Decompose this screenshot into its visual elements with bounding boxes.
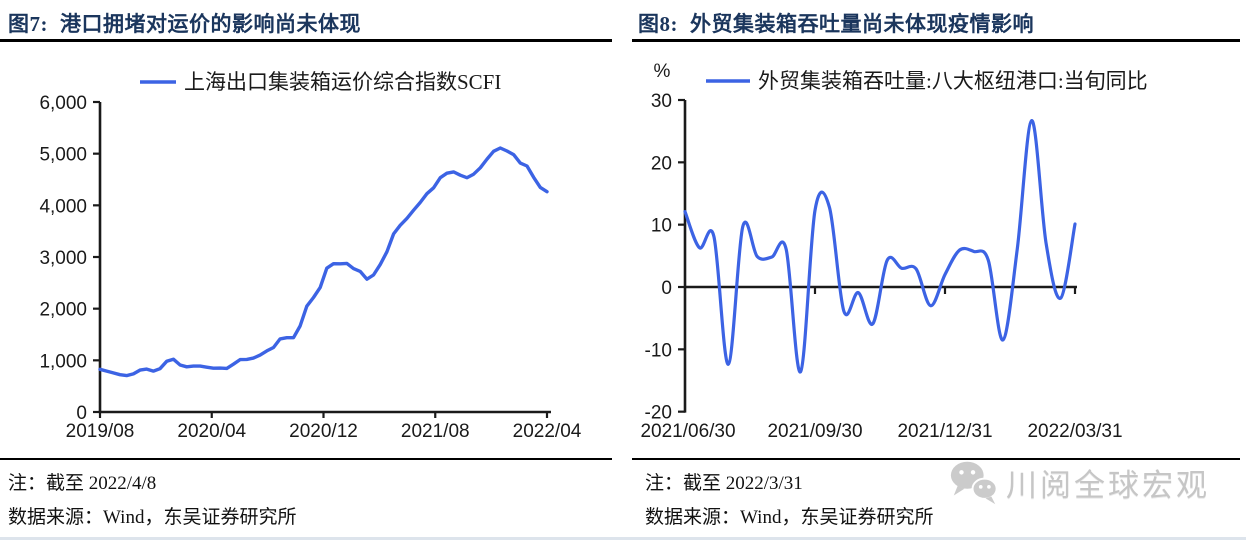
page-bottom-border [0,537,1246,540]
x-tick-label: 2021/06/30 [640,421,735,442]
x-tick-label: 2020/12 [289,421,358,442]
figure-8-title: 图8: 外贸集装箱吞吐量尚未体现疫情影响 [638,8,1034,38]
y-tick-label: 6,000 [39,93,87,114]
y-tick-label: 30 [651,91,672,112]
y-tick-label: 20 [651,153,672,174]
x-tick-label: 2021/08 [401,421,470,442]
y-tick-label: 0 [661,278,672,299]
watermark: 川阅全球宏观 [948,458,1210,506]
title-divider [0,39,612,42]
figure-8-source: 数据来源：Wind，东吴证券研究所 [645,507,934,528]
y-tick-label: 10 [651,216,672,237]
y-tick-label: 2,000 [39,300,87,321]
figure-7-title-text: 港口拥堵对运价的影响尚未体现 [60,12,361,36]
y-tick-label: 5,000 [39,145,87,166]
scfi-series-line [98,146,549,378]
title-divider [632,39,1240,42]
watermark-text: 川阅全球宏观 [1006,467,1210,503]
x-tick-label: 2021/12/31 [897,421,992,442]
note-divider [632,458,1240,460]
x-tick-label: 2022/04 [513,421,582,442]
legend-label: 上海出口集装箱运价综合指数SCFI [184,70,501,94]
y-tick-label: 0 [76,403,87,424]
figure-7-number: 图7: [8,12,48,36]
wechat-bubbles-icon [950,461,998,505]
figure-7-source: 数据来源：Wind，东吴证券研究所 [8,507,297,528]
figure-7-note: 注：截至 2022/4/8 [8,473,157,494]
x-tick-label: 2019/08 [66,421,135,442]
figure-8-number: 图8: [638,12,678,36]
figure-8-note: 注：截至 2022/3/31 [645,473,803,494]
x-tick-label: 2021/09/30 [767,421,862,442]
y-tick-label: -10 [645,340,672,361]
x-tick-label: 2022/03/31 [1027,421,1122,442]
y-tick-label: 1,000 [39,351,87,372]
y-axis-unit-label: % [654,61,671,82]
throughput-line-chart: % 外贸集装箱吞吐量:八大枢纽港口:当旬同比 -20 -10 0 10 20 30 2021/0… [640,61,1148,442]
y-tick-label: -20 [645,403,672,424]
y-tick-label: 3,000 [39,248,87,269]
figure-7-title: 图7: 港口拥堵对运价的影响尚未体现 [8,8,361,38]
figure-8-title-text: 外贸集装箱吞吐量尚未体现疫情影响 [690,12,1034,36]
scfi-line-chart: 上海出口集装箱运价综合指数SCFI 0 1,000 2,000 3,000 4,000 5,… [39,70,582,442]
throughput-series-line [683,118,1077,374]
legend-label: 外贸集装箱吞吐量:八大枢纽港口:当旬同比 [758,69,1148,93]
y-tick-label: 4,000 [39,196,87,217]
x-tick-label: 2020/04 [177,421,246,442]
note-divider [0,458,612,460]
